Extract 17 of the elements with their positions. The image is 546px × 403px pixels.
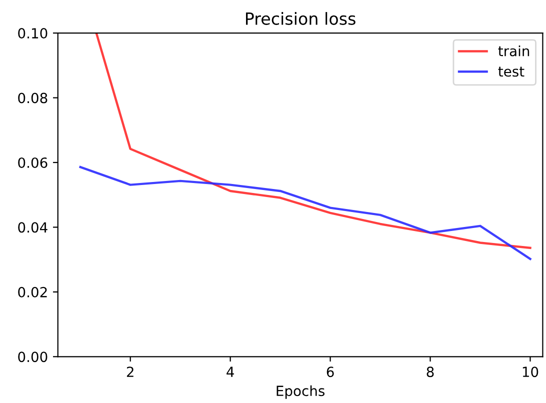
y-tick-label: 0.00 (18, 352, 48, 362)
y-tick-label: 0.06 (18, 157, 48, 168)
y-tick-label: 0.02 (18, 286, 47, 298)
legend-label: train (498, 46, 530, 56)
x-tick-label: 6 (326, 366, 334, 378)
line-series (79, 166, 532, 260)
x-tick-label: 4 (226, 366, 234, 377)
y-tick-label: 0.08 (18, 92, 48, 104)
x-tick-label: 2 (126, 366, 134, 377)
x-tick-label: 8 (426, 366, 434, 378)
y-tick-label: 0.10 (18, 28, 48, 39)
y-tick-label: 0.04 (18, 222, 48, 233)
chart-title: Precision loss (246, 12, 356, 25)
legend-label: test (498, 66, 524, 77)
x-tick-label: 10 (522, 366, 538, 378)
line-series (95, 33, 532, 250)
x-axis-title: Epochs (276, 385, 325, 399)
